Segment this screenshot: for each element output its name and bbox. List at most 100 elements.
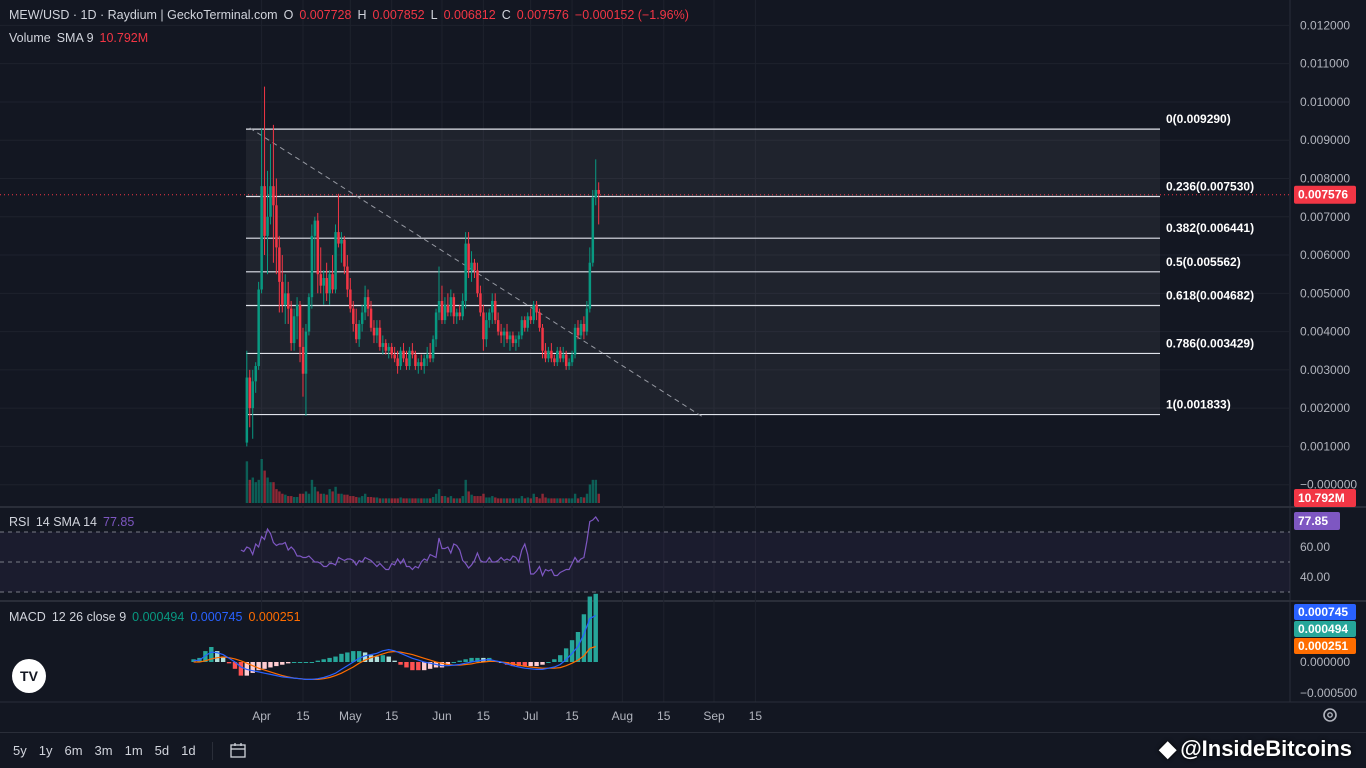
- price-tick-label: 0.005000: [1300, 286, 1350, 300]
- price-tick-label: 0.006000: [1300, 248, 1350, 262]
- volume-bar: [494, 497, 497, 503]
- volume-bar: [411, 498, 414, 503]
- candle-body: [402, 350, 405, 359]
- candle-body: [295, 304, 299, 317]
- candle-body: [541, 327, 544, 351]
- candle-body: [476, 270, 479, 294]
- symbol-legend: MEW/USD · 1D · Raydium | GeckoTerminal.c…: [9, 8, 689, 22]
- macd-histogram-bar: [569, 640, 575, 662]
- macd-histogram-bar: [309, 662, 315, 663]
- macd-hist-value: 0.000494: [132, 610, 185, 624]
- high-value: 0.007852: [372, 8, 425, 22]
- macd-tag-label: 0.000251: [1298, 639, 1348, 653]
- volume-bar: [446, 497, 450, 503]
- candle-body: [573, 327, 577, 355]
- candle-body: [544, 350, 547, 359]
- calendar-range-icon[interactable]: [229, 742, 249, 760]
- macd-histogram-bar: [392, 660, 397, 662]
- candle-body: [307, 297, 311, 332]
- candle-body: [375, 327, 379, 336]
- candle-body: [289, 308, 293, 344]
- gear-icon[interactable]: [1321, 706, 1339, 724]
- price-tick-label: 0.010000: [1300, 95, 1350, 109]
- rsi-legend[interactable]: RSI 14 SMA 14 77.85: [9, 515, 134, 529]
- volume-bar: [293, 496, 296, 503]
- candle-body: [597, 189, 600, 194]
- volume-legend[interactable]: Volume SMA 9 10.792M: [9, 31, 148, 45]
- volume-bar: [275, 489, 278, 503]
- volume-bar: [476, 496, 479, 503]
- candle-body: [414, 354, 417, 367]
- volume-bar: [417, 498, 420, 503]
- macd-histogram-bar: [522, 662, 527, 667]
- volume-label: Volume: [9, 31, 51, 45]
- macd-histogram-bar: [262, 662, 267, 669]
- macd-histogram-bar: [593, 593, 598, 662]
- volume-bar: [281, 493, 284, 503]
- macd-histogram-bar: [351, 651, 356, 662]
- macd-histogram-bar: [445, 662, 451, 665]
- price-tick-label: 0.007000: [1300, 210, 1350, 224]
- volume-bar: [547, 498, 550, 503]
- candle-body: [423, 358, 426, 367]
- macd-histogram-bar: [291, 662, 297, 663]
- candle-body: [257, 289, 260, 367]
- volume-bar: [434, 493, 438, 503]
- candle-body: [372, 327, 376, 336]
- volume-bar: [363, 493, 367, 503]
- candle-body: [482, 312, 485, 340]
- candle-body: [251, 381, 255, 409]
- rsi-tag: [1294, 512, 1340, 530]
- tradingview-logo-icon[interactable]: TV: [12, 659, 46, 693]
- volume-bar: [313, 486, 317, 503]
- candle-body: [585, 308, 589, 332]
- volume-bar: [573, 493, 577, 503]
- macd-histogram-bar: [457, 660, 462, 662]
- time-tick-label: 15: [385, 709, 399, 723]
- timeframe-1m[interactable]: 1m: [124, 743, 143, 758]
- volume-bar: [337, 493, 340, 503]
- macd-histogram-bar: [374, 656, 380, 662]
- macd-legend[interactable]: MACD 12 26 close 9 0.000494 0.000745 0.0…: [9, 610, 301, 624]
- macd-histogram-bar: [345, 652, 350, 662]
- candle-body: [337, 232, 340, 244]
- candle-body: [390, 346, 393, 355]
- fib-level-label: 0.618(0.004682): [1166, 288, 1254, 302]
- macd-histogram-bar: [528, 662, 533, 667]
- volume-bar: [514, 498, 518, 503]
- candle-body: [411, 350, 414, 355]
- macd-histogram-bar: [327, 657, 332, 662]
- candle-body: [284, 293, 287, 305]
- timeframe-5y[interactable]: 5y: [13, 743, 27, 758]
- timeframe-3m[interactable]: 3m: [94, 743, 113, 758]
- open-key: O: [283, 8, 294, 22]
- candle-body: [357, 323, 361, 340]
- time-tick-label: 15: [477, 709, 491, 723]
- macd-tick-label: 0.000000: [1300, 655, 1350, 669]
- time-tick-label: Sep: [703, 709, 725, 723]
- timeframe-1d[interactable]: 1d: [181, 743, 196, 758]
- candle-body: [272, 186, 275, 206]
- change-value: −0.000152 (−1.96%): [574, 8, 689, 22]
- timeframe-1y[interactable]: 1y: [38, 743, 53, 758]
- volume-bar: [393, 498, 396, 503]
- volume-bar: [414, 498, 417, 503]
- candle-body: [517, 335, 521, 340]
- timeframe-6m[interactable]: 6m: [64, 743, 83, 758]
- candle-body: [381, 343, 385, 347]
- symbol-title[interactable]: MEW/USD · 1D · Raydium | GeckoTerminal.c…: [9, 8, 278, 22]
- candle-body: [310, 235, 314, 298]
- candle-body: [366, 297, 370, 309]
- macd-tag-label: 0.000494: [1298, 622, 1348, 636]
- price-tick-label: 0.009000: [1300, 133, 1350, 147]
- candle-body: [491, 300, 494, 313]
- rsi-tick-label: 60.00: [1300, 540, 1330, 554]
- macd-line: [193, 614, 596, 680]
- macd-histogram-bar: [203, 651, 208, 662]
- macd-histogram-bar: [226, 662, 232, 664]
- candle-body: [346, 266, 349, 290]
- macd-params: 12 26 close 9: [51, 610, 127, 624]
- volume-bar: [591, 479, 595, 503]
- timeframe-5d[interactable]: 5d: [154, 743, 170, 758]
